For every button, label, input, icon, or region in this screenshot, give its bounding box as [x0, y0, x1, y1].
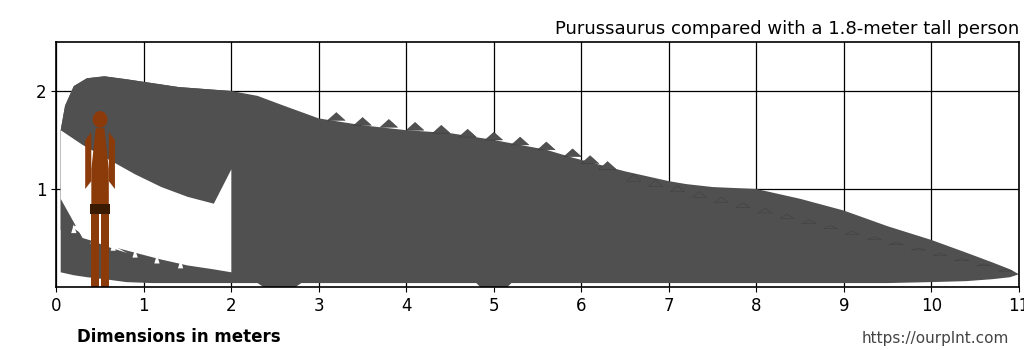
Polygon shape [933, 253, 947, 255]
Polygon shape [692, 191, 707, 197]
Polygon shape [802, 220, 816, 224]
Polygon shape [91, 209, 99, 287]
Polygon shape [511, 137, 528, 145]
Polygon shape [627, 174, 641, 181]
Polygon shape [599, 162, 616, 169]
Polygon shape [90, 204, 110, 214]
Polygon shape [101, 209, 109, 287]
Polygon shape [125, 187, 131, 197]
Polygon shape [582, 156, 599, 163]
Polygon shape [84, 160, 90, 169]
Polygon shape [171, 204, 177, 214]
Polygon shape [846, 231, 859, 234]
Polygon shape [60, 130, 231, 272]
Polygon shape [132, 249, 137, 258]
Polygon shape [109, 132, 115, 189]
Text: Purussaurus compared with a 1.8-meter tall person: Purussaurus compared with a 1.8-meter ta… [555, 20, 1019, 38]
Polygon shape [111, 242, 116, 251]
Circle shape [92, 111, 108, 128]
Polygon shape [60, 76, 1019, 297]
Polygon shape [911, 248, 926, 250]
Text: https://ourplnt.com: https://ourplnt.com [861, 331, 1009, 346]
Polygon shape [407, 122, 424, 130]
Polygon shape [60, 199, 231, 283]
Polygon shape [485, 132, 503, 140]
Polygon shape [736, 203, 751, 208]
Polygon shape [538, 142, 555, 150]
Polygon shape [72, 224, 77, 233]
Polygon shape [977, 264, 991, 266]
Polygon shape [459, 129, 476, 137]
Polygon shape [155, 255, 160, 264]
Polygon shape [380, 119, 397, 127]
Polygon shape [715, 197, 728, 202]
Polygon shape [90, 235, 95, 244]
Polygon shape [867, 237, 882, 239]
Polygon shape [60, 76, 231, 230]
Polygon shape [649, 180, 663, 187]
Polygon shape [104, 174, 111, 184]
Polygon shape [890, 243, 903, 245]
Polygon shape [178, 260, 183, 268]
Polygon shape [671, 186, 685, 192]
Polygon shape [998, 269, 1013, 271]
Polygon shape [91, 128, 109, 209]
Text: Dimensions in meters: Dimensions in meters [77, 329, 281, 346]
Polygon shape [432, 125, 451, 133]
Polygon shape [85, 132, 91, 189]
Polygon shape [67, 145, 73, 155]
Polygon shape [955, 259, 969, 260]
Polygon shape [328, 113, 345, 120]
Polygon shape [354, 118, 372, 125]
Polygon shape [823, 225, 838, 229]
Polygon shape [147, 197, 154, 206]
Polygon shape [564, 149, 582, 157]
Polygon shape [195, 206, 201, 216]
Polygon shape [758, 209, 772, 213]
Polygon shape [780, 214, 794, 218]
